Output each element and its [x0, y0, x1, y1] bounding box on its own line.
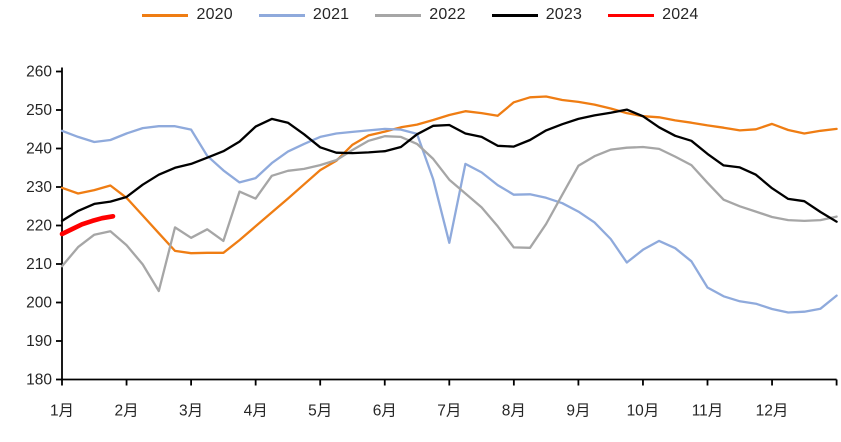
series-line-2023 — [60, 108, 838, 223]
x-axis-month-label: 11月 — [692, 403, 724, 420]
x-axis-month-label: 9月 — [566, 403, 590, 420]
x-axis-month-label: 2月 — [114, 403, 138, 420]
series-line-2020 — [60, 95, 838, 255]
x-axis-month-label: 7月 — [437, 403, 461, 420]
series-line-2021 — [60, 125, 838, 314]
legend-item-2021: 2021 — [258, 6, 350, 24]
legend-swatch-2024 — [608, 13, 655, 17]
y-axis-tick-label: 190 — [26, 333, 52, 350]
series-line-2022 — [60, 135, 838, 293]
y-axis-tick-label: 180 — [26, 372, 52, 389]
legend-item-2020: 2020 — [142, 6, 233, 24]
x-axis-month-label: 8月 — [502, 403, 526, 420]
x-axis-month-label: 5月 — [308, 403, 332, 420]
legend-swatch-2020 — [142, 13, 189, 17]
y-axis-tick-label: 240 — [26, 141, 52, 158]
legend-label-2020: 2020 — [196, 6, 233, 23]
legend-swatch-2022 — [375, 13, 422, 17]
y-axis-tick-label: 230 — [26, 179, 52, 196]
x-axis-month-label: 4月 — [244, 403, 268, 420]
legend-swatch-2021 — [258, 13, 305, 17]
x-axis-month-label: 1月 — [50, 403, 74, 420]
x-axis-month-label: 10月 — [627, 403, 660, 420]
series-line-2024 — [59, 214, 116, 237]
x-axis-month-label: 6月 — [373, 403, 397, 420]
legend-label-2022: 2022 — [429, 6, 466, 23]
y-axis-tick-label: 200 — [26, 295, 52, 312]
y-axis-tick-label: 250 — [26, 102, 52, 119]
chart-legend: 2020 2021 2022 2023 2024 — [0, 6, 841, 24]
legend-label-2023: 2023 — [545, 6, 583, 23]
legend-item-2023: 2023 — [491, 6, 583, 24]
legend-label-2021: 2021 — [312, 6, 350, 23]
y-axis-tick-label: 210 — [26, 256, 52, 273]
legend-item-2024: 2024 — [608, 6, 698, 24]
x-axis-month-label: 3月 — [179, 403, 203, 420]
legend-swatch-2023 — [491, 13, 538, 17]
y-axis-tick-label: 220 — [26, 218, 52, 235]
legend-item-2022: 2022 — [375, 6, 466, 24]
y-axis-tick-label: 260 — [26, 64, 52, 81]
x-axis-month-label: 12月 — [756, 403, 789, 420]
legend-label-2024: 2024 — [662, 6, 699, 23]
